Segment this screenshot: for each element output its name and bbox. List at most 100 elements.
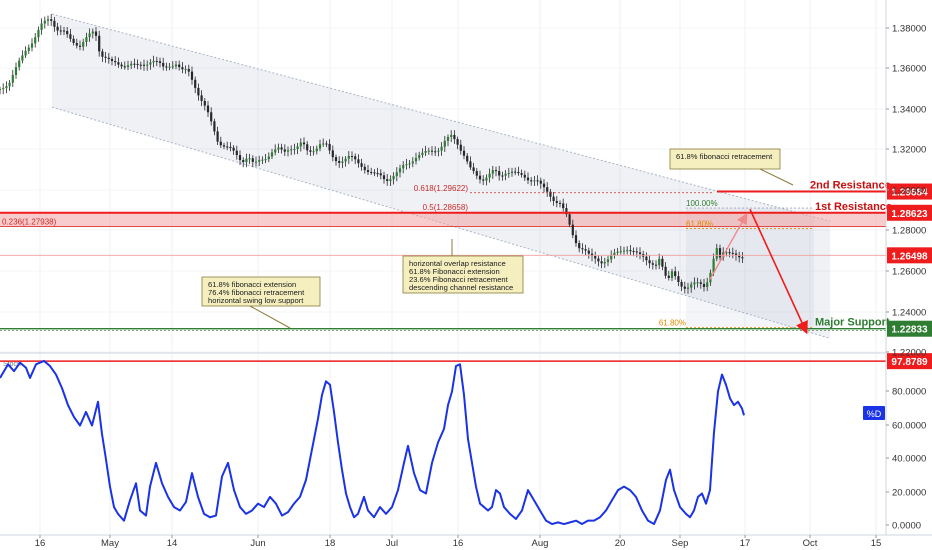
y-tick-label: 1.24000 bbox=[892, 308, 926, 319]
candle-body bbox=[392, 176, 395, 180]
candle-body bbox=[165, 66, 168, 68]
annotation-pointer bbox=[249, 305, 291, 329]
candle-body bbox=[466, 155, 469, 162]
candle-body bbox=[338, 161, 341, 163]
candle-body bbox=[341, 161, 344, 163]
candle-body bbox=[382, 175, 386, 180]
stoch-y-tick-label: 20.0000 bbox=[892, 488, 926, 499]
candle-body bbox=[232, 147, 235, 151]
projection-arrows bbox=[709, 208, 808, 335]
fib-label: 61.80% bbox=[686, 219, 713, 228]
candle-body bbox=[286, 150, 290, 152]
stoch-legend-badge bbox=[863, 406, 885, 420]
candle-body bbox=[606, 259, 610, 263]
candle-body bbox=[677, 276, 680, 283]
candle-body bbox=[91, 31, 94, 34]
candle-body bbox=[421, 152, 424, 156]
candle-body bbox=[130, 63, 133, 66]
candle-body bbox=[603, 262, 606, 264]
candle-body bbox=[261, 159, 264, 161]
candle-body bbox=[552, 196, 555, 201]
x-tick-label: Aug bbox=[532, 538, 549, 549]
candle-body bbox=[450, 134, 453, 138]
candle-body bbox=[354, 156, 357, 160]
candle-body bbox=[334, 157, 338, 162]
candle-body bbox=[402, 165, 405, 169]
candle-body bbox=[174, 64, 178, 67]
candle-body bbox=[158, 61, 162, 63]
candle-body bbox=[613, 252, 616, 256]
candle-body bbox=[526, 177, 530, 181]
candle-body bbox=[5, 86, 8, 89]
candle-body bbox=[66, 31, 69, 35]
candle-body bbox=[622, 250, 626, 252]
annotation-text: descending channel resistance bbox=[409, 283, 513, 292]
candle-body bbox=[491, 170, 494, 174]
candle-body bbox=[139, 64, 142, 66]
candle-body bbox=[120, 64, 123, 67]
candle-body bbox=[37, 29, 40, 38]
x-tick-label: 18 bbox=[325, 538, 336, 549]
candle-body bbox=[370, 172, 373, 174]
candle-body bbox=[718, 248, 722, 258]
resistance-zone bbox=[0, 212, 886, 227]
candle-body bbox=[670, 271, 674, 278]
candle-body bbox=[398, 168, 402, 173]
x-tick-label: 14 bbox=[167, 538, 178, 549]
candle-body bbox=[264, 159, 267, 161]
candle-body bbox=[366, 170, 370, 173]
candle-body bbox=[648, 260, 651, 264]
candle-body bbox=[94, 31, 98, 36]
candle-body bbox=[565, 208, 568, 215]
fib-label: 100.00% bbox=[686, 199, 718, 208]
candle-body bbox=[53, 20, 56, 27]
candle-body bbox=[517, 171, 520, 174]
candle-body bbox=[283, 149, 286, 152]
candle-body bbox=[571, 224, 574, 236]
candle-body bbox=[696, 282, 699, 284]
candle-body bbox=[693, 282, 696, 285]
candle-body bbox=[584, 249, 587, 251]
candle-body bbox=[357, 159, 360, 164]
candle-body bbox=[110, 59, 114, 61]
candle-body bbox=[546, 187, 549, 192]
projection-box bbox=[686, 208, 814, 328]
annotation-box bbox=[669, 148, 781, 170]
annotation-box bbox=[201, 276, 321, 307]
candle-body bbox=[331, 150, 334, 158]
candle-body bbox=[555, 200, 558, 203]
candle-body bbox=[155, 60, 158, 62]
candle-body bbox=[725, 252, 728, 254]
stoch-y-tick-label: 0.0000 bbox=[892, 521, 921, 532]
candle-body bbox=[194, 79, 197, 88]
candle-body bbox=[712, 258, 715, 273]
candle-body bbox=[226, 146, 229, 148]
candle-body bbox=[651, 263, 654, 265]
candle-body bbox=[322, 143, 325, 145]
candle-body bbox=[238, 155, 242, 161]
candle-body bbox=[453, 134, 456, 140]
candle-body bbox=[363, 166, 366, 171]
fib-label: 61.80% bbox=[659, 318, 686, 327]
candle-body bbox=[360, 163, 363, 167]
candle-body bbox=[88, 33, 91, 38]
fib-label: 0.5(1.28658) bbox=[423, 203, 469, 212]
candle-body bbox=[34, 37, 37, 44]
stoch-y-tick-label: 40.0000 bbox=[892, 454, 926, 465]
price-badge bbox=[887, 320, 932, 337]
candle-body bbox=[251, 158, 254, 162]
candle-body bbox=[507, 173, 510, 175]
candle-body bbox=[126, 65, 130, 67]
candle-body bbox=[533, 180, 536, 182]
candle-body bbox=[213, 121, 216, 132]
candle-body bbox=[616, 251, 619, 253]
candle-body bbox=[280, 147, 283, 150]
candle-body bbox=[610, 255, 613, 260]
candle-body bbox=[488, 173, 491, 178]
candle-body bbox=[738, 255, 741, 258]
candle-body bbox=[152, 60, 155, 63]
annotation-text: 76.4% fibonacci retracement bbox=[208, 288, 305, 297]
annotation-box bbox=[402, 255, 524, 294]
candle-body bbox=[98, 35, 101, 52]
